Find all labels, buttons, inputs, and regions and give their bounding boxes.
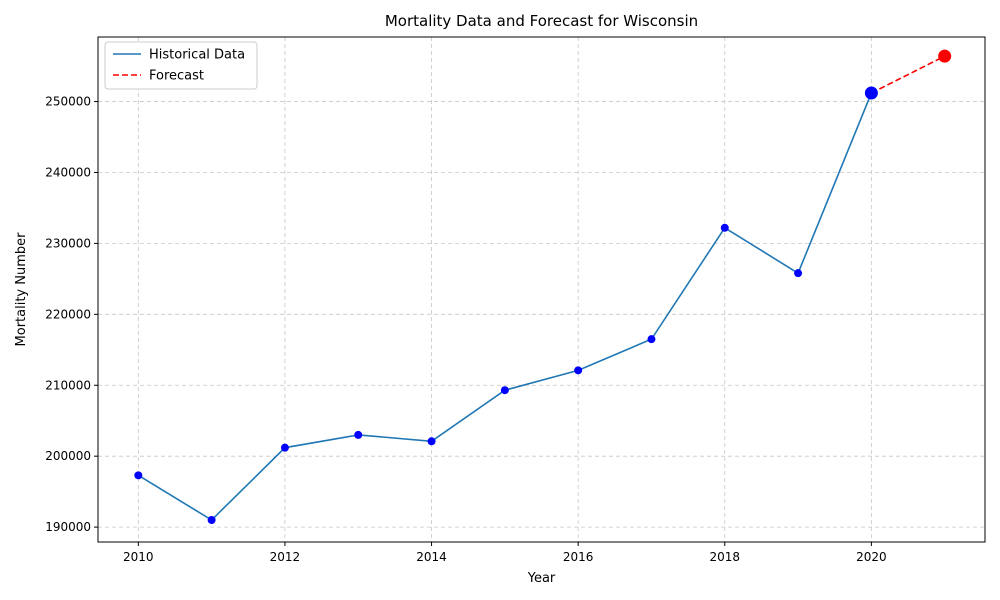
series-layer <box>137 55 946 522</box>
y-tick-label: 220000 <box>45 307 91 321</box>
historical-data-point <box>280 443 289 452</box>
x-tick-label: 2014 <box>416 550 447 564</box>
x-tick-label: 2018 <box>709 550 740 564</box>
x-tick-label: 2020 <box>856 550 887 564</box>
y-tick-label: 250000 <box>45 95 91 109</box>
y-tick-label: 240000 <box>45 165 91 179</box>
historical-data-point <box>574 366 583 375</box>
historical-data-point <box>500 386 509 395</box>
legend-label-historical: Historical Data <box>149 48 245 63</box>
x-tick-label: 2016 <box>563 550 594 564</box>
historical-data-point <box>427 437 436 446</box>
legend: Historical Data Forecast <box>104 41 258 90</box>
x-axis-label: Year <box>527 571 556 586</box>
historical-data-point <box>134 471 143 480</box>
x-tick-label: 2012 <box>270 550 301 564</box>
historical-data-point <box>207 516 216 525</box>
y-axis-label: Mortality Number <box>14 232 29 347</box>
last-actual-point <box>864 86 878 100</box>
plot-frame <box>97 36 986 543</box>
historical-data-point <box>720 223 729 232</box>
historical-data-point <box>354 430 363 439</box>
x-tick-label: 2010 <box>123 550 154 564</box>
y-tick-label: 190000 <box>45 520 91 534</box>
markers-layer <box>134 49 952 525</box>
historical-data-point <box>647 335 656 344</box>
forecast-point <box>938 49 952 63</box>
grid-lines <box>98 37 985 542</box>
chart-title: Mortality Data and Forecast for Wisconsi… <box>385 12 698 30</box>
legend-label-forecast: Forecast <box>149 69 204 84</box>
y-tick-label: 200000 <box>45 449 91 463</box>
y-tick-label: 230000 <box>45 236 91 250</box>
forecast-line <box>871 55 946 94</box>
historical-data-point <box>794 269 803 278</box>
tick-layer: 2010 2012 2014 2016 2018 2020 190000 200000 2100… <box>45 95 886 564</box>
y-tick-label: 210000 <box>45 378 91 392</box>
legend-box <box>104 41 258 90</box>
